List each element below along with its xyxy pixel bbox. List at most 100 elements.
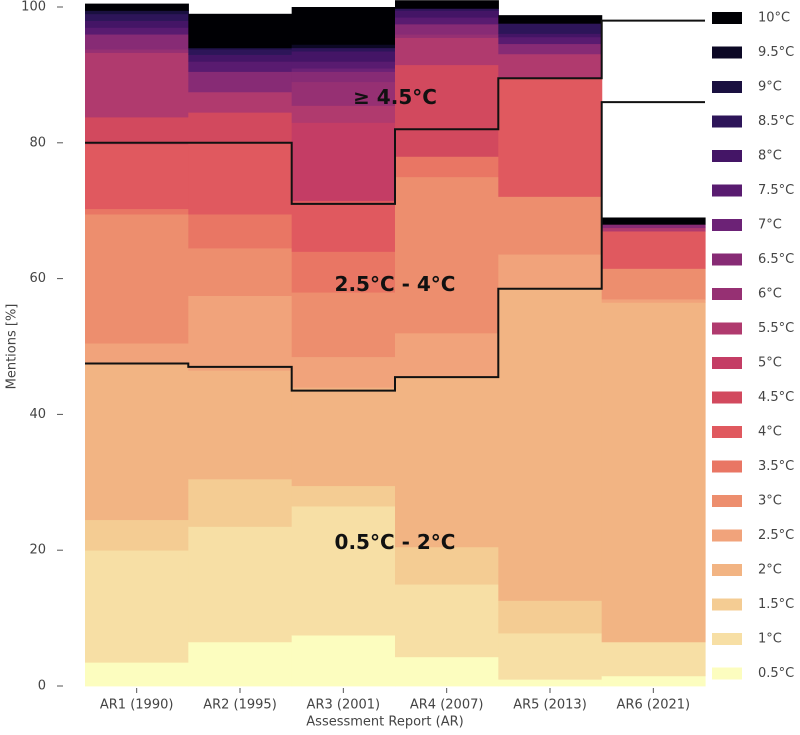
- bar-segment: [188, 49, 293, 55]
- bar-segment: [291, 81, 396, 106]
- bar-segment: [188, 71, 293, 93]
- legend-label: 3.5°C: [758, 459, 794, 474]
- legend-swatch: [712, 529, 742, 542]
- legend-item: 6°C: [712, 287, 782, 302]
- bar-segment: [498, 53, 603, 79]
- bar-segment: [188, 526, 293, 643]
- bar-segment: [85, 519, 189, 551]
- legend-item: 4.5°C: [712, 390, 794, 405]
- group-boundary-line: [85, 101, 705, 392]
- legend-label: 8.5°C: [758, 114, 794, 129]
- bar-segment: [601, 302, 706, 643]
- bar-segment: [395, 176, 499, 334]
- group-boundary-line: [85, 19, 705, 205]
- bar-segment: [498, 15, 603, 24]
- bar-segment: [291, 506, 396, 636]
- bar-segment: [498, 33, 603, 38]
- y-tick-label: 60: [29, 271, 46, 286]
- bar-segment: [291, 61, 396, 69]
- x-tick-label: AR2 (1995): [203, 698, 277, 713]
- bar-segment: [498, 43, 603, 55]
- bar-segment: [291, 44, 396, 49]
- bar-segment: [85, 52, 189, 118]
- legend-item: 3.5°C: [712, 459, 794, 474]
- bar-segment: [601, 224, 706, 229]
- y-axis-label: Mentions [%]: [5, 304, 20, 390]
- y-tick-label: 80: [29, 135, 46, 150]
- bar-segment: [85, 10, 189, 15]
- legend-label: 1°C: [758, 632, 782, 647]
- legend-swatch: [712, 564, 742, 576]
- y-tick-label: 40: [29, 407, 46, 422]
- legend-swatch: [712, 495, 742, 507]
- legend-item: 3°C: [712, 494, 782, 509]
- x-axis-label: Assessment Report (AR): [306, 715, 463, 730]
- bar-segment: [188, 214, 293, 249]
- legend-label: 2.5°C: [758, 528, 794, 543]
- bar-segment: [601, 675, 706, 687]
- bar-segment: [188, 13, 293, 49]
- bar-segment: [188, 142, 293, 215]
- bar-segment: [291, 7, 396, 45]
- bar-segment: [601, 227, 706, 232]
- legend-swatch: [712, 426, 742, 438]
- legend-swatch: [712, 288, 742, 300]
- bar-segment: [188, 641, 293, 687]
- bar-segment: [188, 61, 293, 72]
- bar-segment: [395, 10, 499, 18]
- legend-label: 2°C: [758, 563, 782, 578]
- bar-segment: [85, 662, 189, 687]
- group-annotation: ≥ 4.5°C: [353, 85, 437, 109]
- legend-label: 5°C: [758, 356, 782, 371]
- bar-segment: [188, 47, 293, 50]
- bar-segment: [85, 550, 189, 663]
- legend-label: 4.5°C: [758, 390, 794, 405]
- legend-label: 10°C: [758, 11, 790, 26]
- y-tick-label: 20: [29, 543, 46, 558]
- bar-segment: [188, 91, 293, 113]
- legend-swatch: [712, 322, 742, 335]
- bar-segment: [601, 231, 706, 269]
- legend-swatch: [712, 460, 742, 473]
- bar-segment: [291, 51, 396, 62]
- bar-segment: [85, 343, 189, 364]
- bar-segment: [601, 217, 706, 225]
- bar-segment: [395, 17, 499, 25]
- bar-segment: [85, 3, 189, 11]
- legend-swatch: [712, 598, 742, 611]
- bar-segment: [188, 295, 293, 371]
- legend-item: 5.5°C: [712, 321, 794, 336]
- legend-swatch: [712, 357, 742, 369]
- legend-swatch: [712, 633, 742, 645]
- bar-segment: [498, 288, 603, 601]
- bar-segment: [601, 641, 706, 677]
- bar-segment: [498, 23, 603, 34]
- bar-segment: [291, 105, 396, 123]
- bar-segment: [291, 71, 396, 83]
- bar-segment: [291, 356, 396, 388]
- bar-segment: [188, 370, 293, 480]
- legend-item: 2°C: [712, 563, 782, 578]
- bar-segment: [395, 23, 499, 35]
- legend-swatch: [712, 667, 742, 680]
- bar-segment: [395, 34, 499, 38]
- legend-swatch: [712, 253, 742, 266]
- legend-label: 9.5°C: [758, 45, 794, 60]
- legend-label: 7.5°C: [758, 183, 794, 198]
- bar-segment: [291, 485, 396, 507]
- legend-label: 6°C: [758, 287, 782, 302]
- bar-segment: [188, 248, 293, 296]
- legend-label: 9°C: [758, 80, 782, 95]
- legend-item: 7°C: [712, 218, 782, 233]
- legend-item: 10°C: [712, 11, 790, 26]
- legend-item: 6.5°C: [712, 252, 794, 267]
- bar-segment: [291, 635, 396, 687]
- bar-segment: [395, 156, 499, 178]
- bar-segment: [395, 8, 499, 11]
- bar-segment: [395, 546, 499, 585]
- bar-segment: [85, 27, 189, 35]
- bar-segment: [395, 332, 499, 378]
- bar-segment: [85, 49, 189, 53]
